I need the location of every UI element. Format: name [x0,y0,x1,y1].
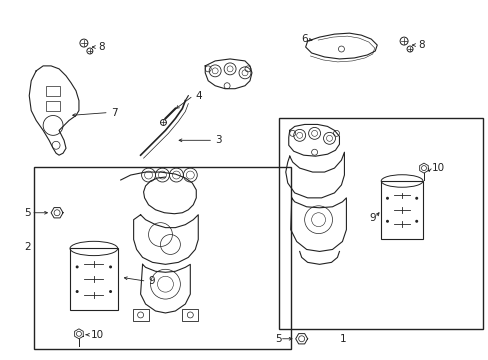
Text: 10: 10 [431,163,444,173]
Text: 5: 5 [274,334,281,344]
Text: 4: 4 [195,91,202,101]
Text: 5: 5 [24,208,31,218]
Circle shape [76,265,79,269]
Circle shape [76,290,79,293]
Bar [34,167,290,349]
Text: 2: 2 [24,243,31,252]
Text: 9: 9 [148,276,155,286]
Bar [70,248,118,310]
Circle shape [385,197,388,200]
Bar [278,118,482,329]
Text: 9: 9 [368,213,375,223]
Text: 7: 7 [111,108,117,117]
Circle shape [109,290,112,293]
Circle shape [414,220,417,223]
Bar [46,86,60,96]
Bar [46,100,60,111]
Text: 8: 8 [98,42,104,52]
Text: 8: 8 [417,40,424,50]
Circle shape [385,220,388,223]
Text: 1: 1 [339,334,346,344]
Bar [182,309,198,321]
Text: 3: 3 [215,135,222,145]
Text: 6: 6 [301,34,307,44]
Text: 10: 10 [91,330,104,340]
Bar [132,309,148,321]
Bar [381,181,422,239]
Circle shape [414,197,417,200]
Circle shape [109,265,112,269]
